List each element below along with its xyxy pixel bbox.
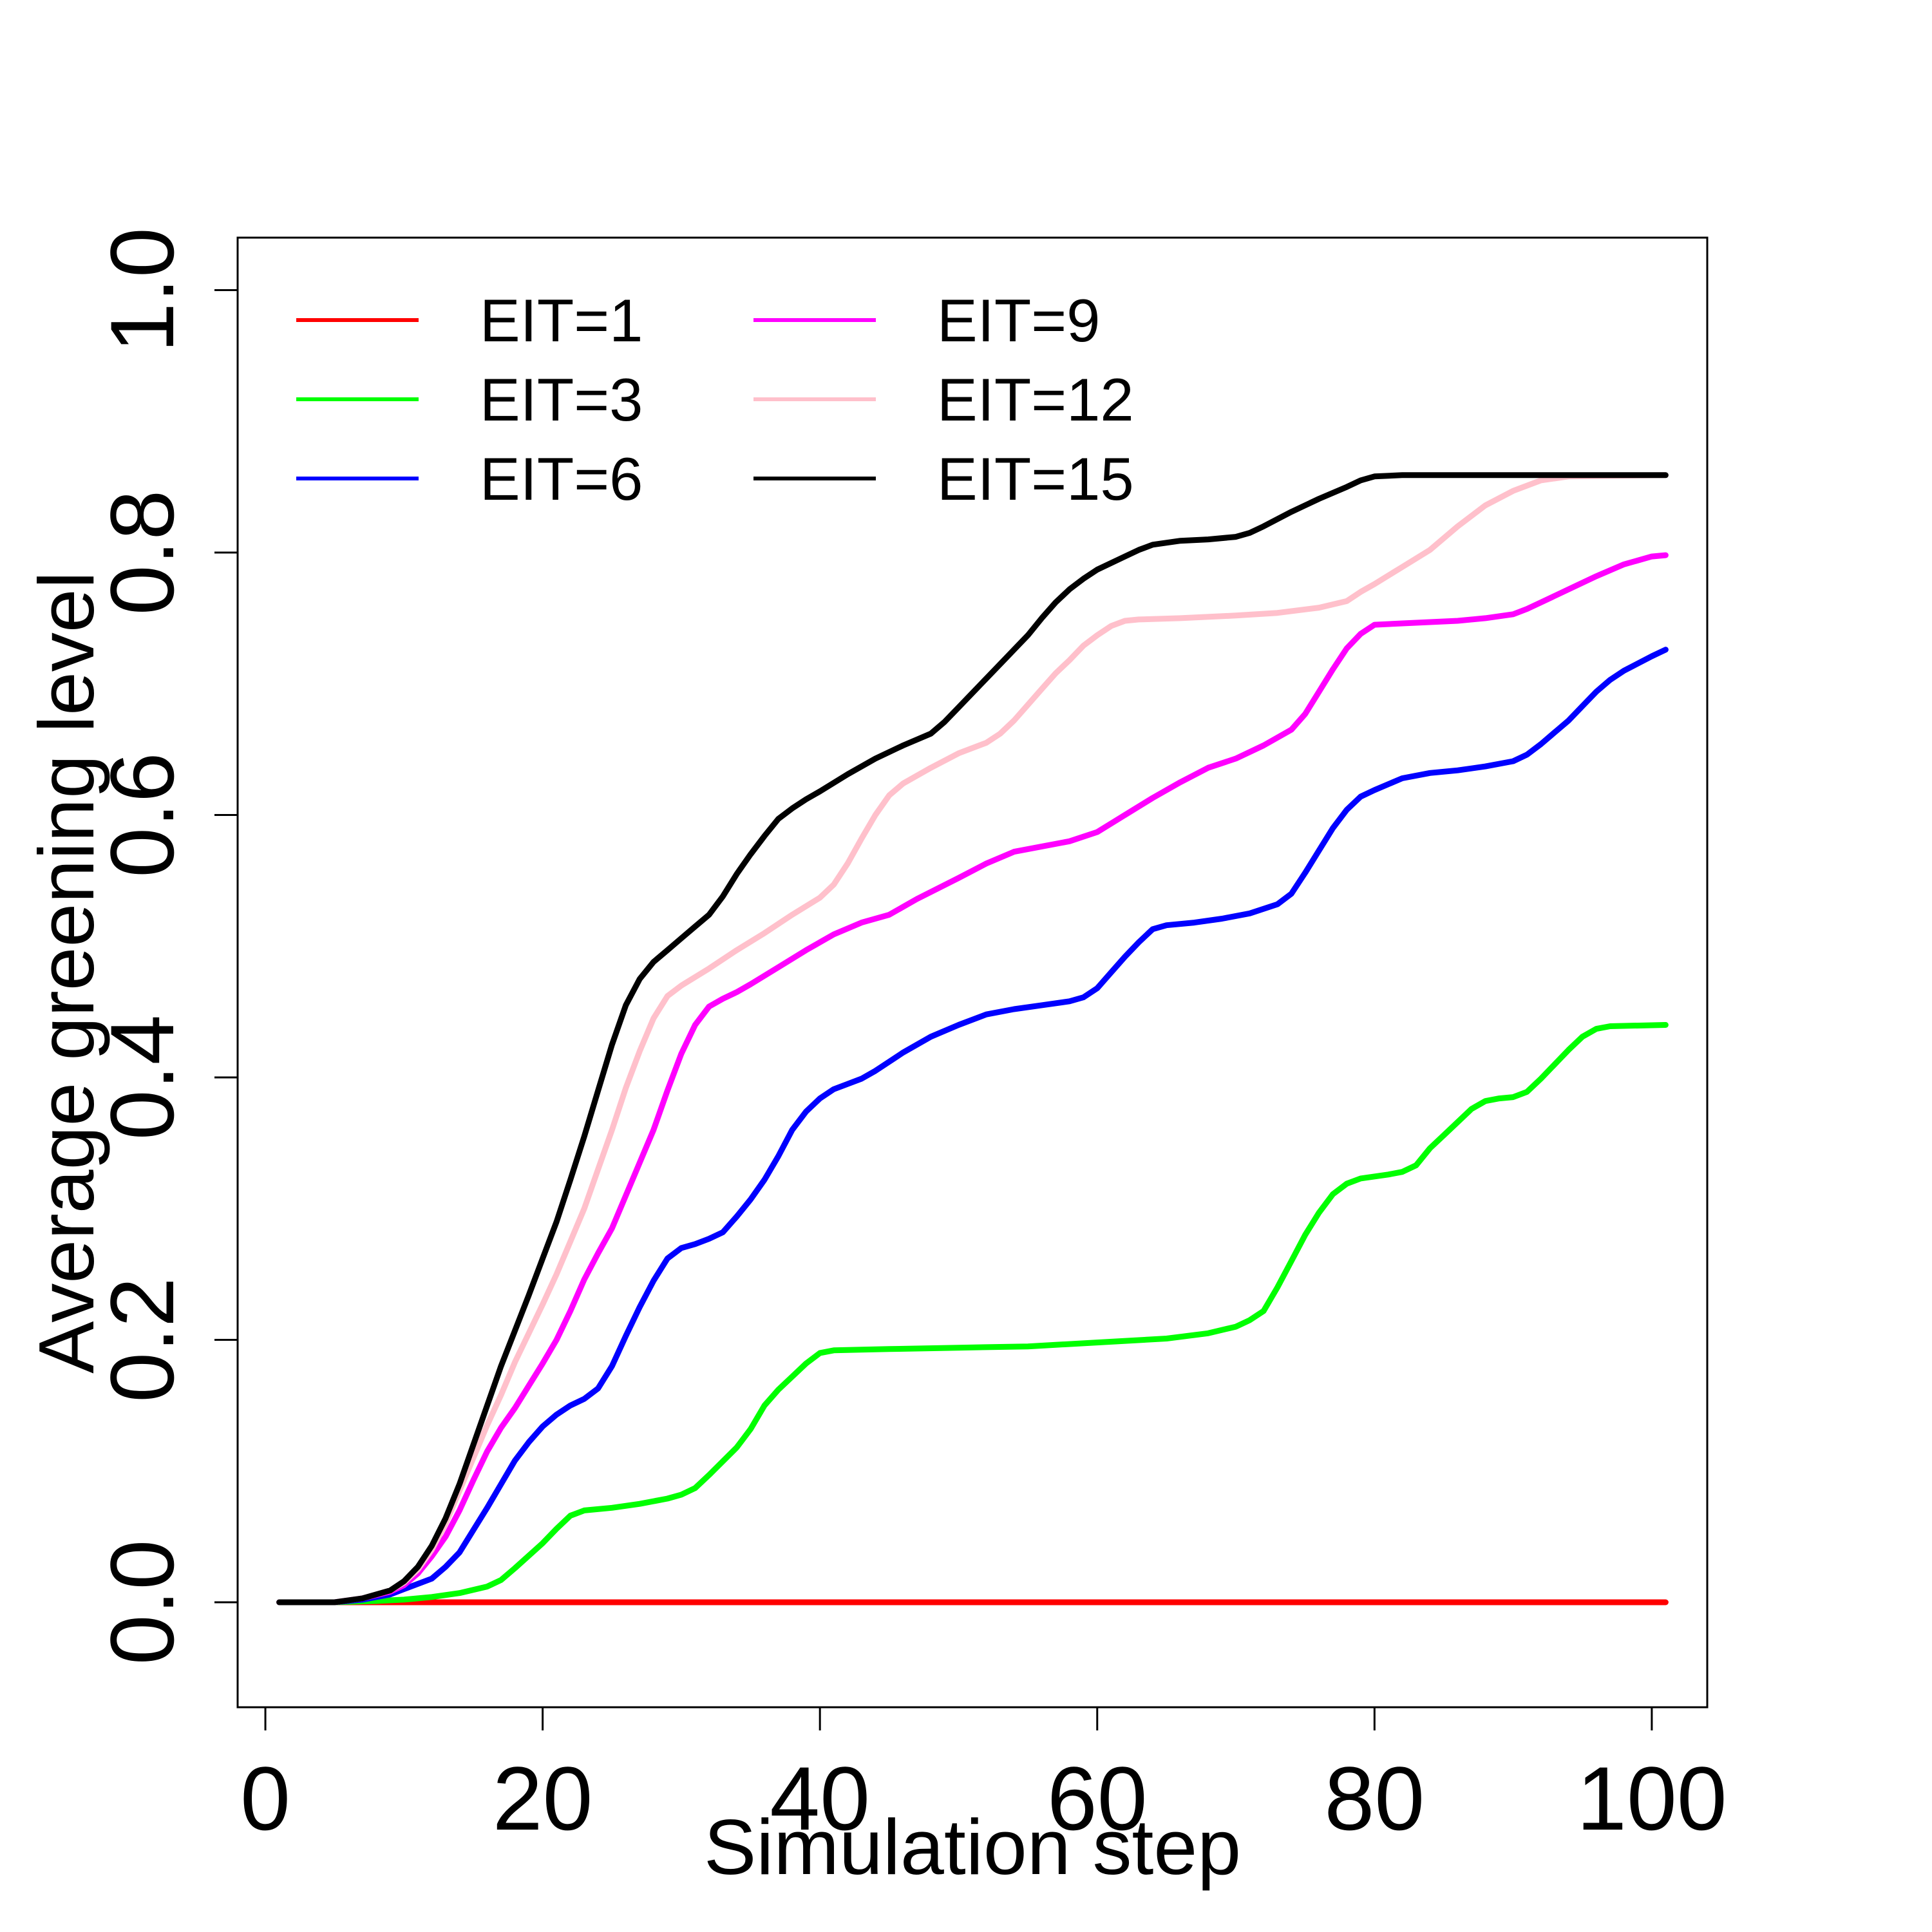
y-axis: 0.0 0.2 0.4 0.6 0.8 1.0 xyxy=(91,227,239,1665)
x-tick-label: 80 xyxy=(1324,1748,1425,1849)
x-tick-label: 0 xyxy=(240,1748,290,1849)
legend-label: EIT=3 xyxy=(480,366,643,433)
legend-label: EIT=15 xyxy=(937,445,1134,513)
x-axis-title: Simulation step xyxy=(704,1803,1241,1891)
legend-item-eit-6: EIT=6 xyxy=(296,445,643,513)
series-line-eit-9 xyxy=(276,552,1669,1605)
x-tick-label: 60 xyxy=(1047,1748,1148,1849)
series-line-eit-6 xyxy=(276,647,1669,1605)
y-tick-label: 0.2 xyxy=(91,1277,193,1403)
x-tick-label: 20 xyxy=(493,1748,593,1849)
series-line-eit-3 xyxy=(276,1022,1669,1605)
legend-label: EIT=1 xyxy=(480,287,643,354)
y-tick-label: 0.8 xyxy=(91,490,193,616)
legend-label: EIT=12 xyxy=(937,366,1134,433)
y-axis-title: Average greening level xyxy=(23,571,110,1374)
series-line-eit-15 xyxy=(276,472,1669,1605)
x-axis: 0 20 40 60 80 100 xyxy=(240,1706,1727,1849)
legend: EIT=1 EIT=3 EIT=6 EIT=9 EIT=12 EIT=15 xyxy=(296,287,1134,513)
legend-item-eit-15: EIT=15 xyxy=(753,445,1134,513)
x-tick-label: 40 xyxy=(770,1748,870,1849)
series-layer xyxy=(276,472,1669,1605)
legend-label: EIT=6 xyxy=(480,445,643,513)
legend-item-eit-12: EIT=12 xyxy=(753,366,1134,433)
y-tick-label: 0.4 xyxy=(91,1015,193,1141)
series-line-eit-12 xyxy=(276,472,1669,1605)
legend-item-eit-1: EIT=1 xyxy=(296,287,643,354)
y-tick-label: 1.0 xyxy=(91,227,193,353)
legend-item-eit-3: EIT=3 xyxy=(296,366,643,433)
x-tick-label: 100 xyxy=(1577,1748,1727,1849)
legend-item-eit-9: EIT=9 xyxy=(753,287,1100,354)
y-tick-label: 0.6 xyxy=(91,752,193,878)
legend-label: EIT=9 xyxy=(937,287,1100,354)
y-tick-label: 0.0 xyxy=(91,1540,193,1665)
